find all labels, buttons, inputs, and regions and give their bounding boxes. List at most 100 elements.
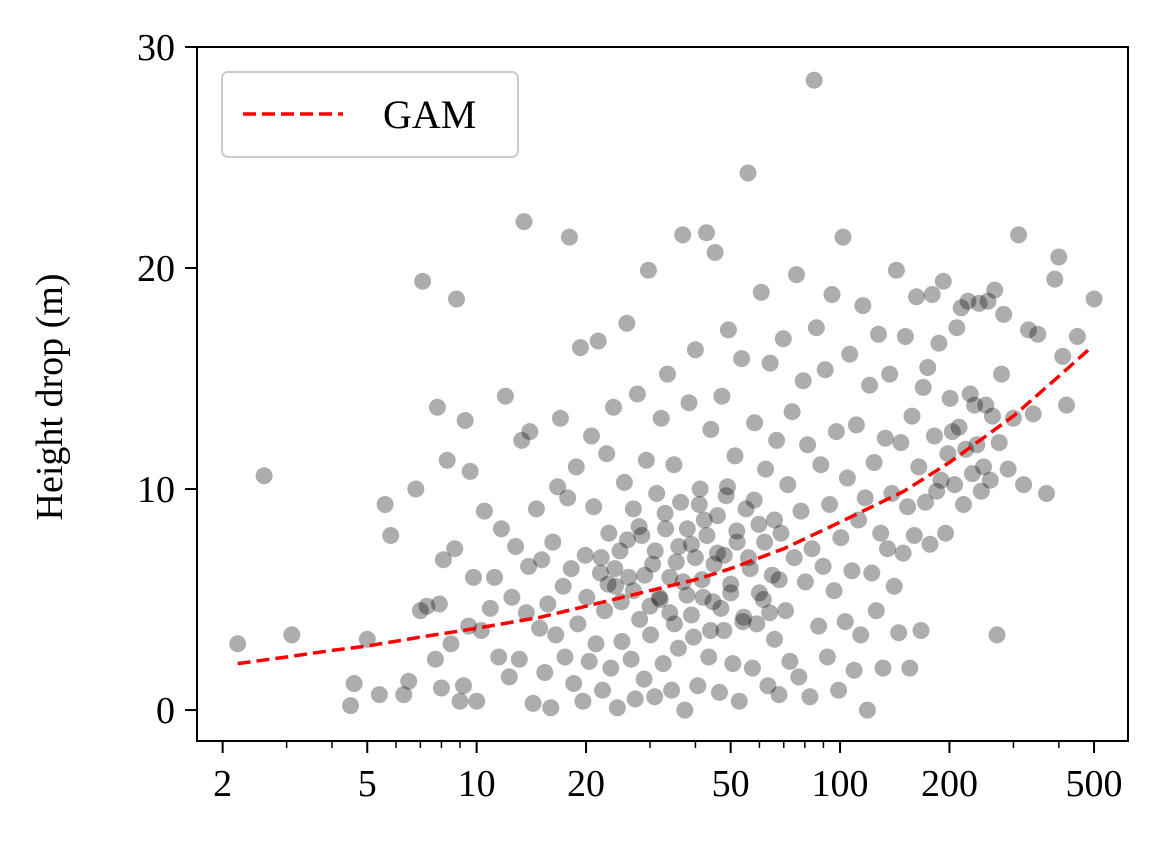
data-point bbox=[970, 294, 988, 312]
data-point bbox=[735, 608, 753, 626]
data-point bbox=[999, 460, 1017, 478]
data-point bbox=[745, 491, 763, 509]
data-point bbox=[554, 577, 572, 595]
x-axis: 2 5 10 20 50 100 200 500 bbox=[213, 741, 1123, 805]
data-point bbox=[571, 339, 589, 357]
data-point bbox=[533, 551, 551, 569]
data-point bbox=[984, 407, 1001, 425]
data-point bbox=[728, 533, 746, 551]
data-point bbox=[770, 686, 788, 704]
data-point bbox=[615, 473, 633, 491]
data-point bbox=[544, 533, 562, 551]
data-point bbox=[481, 599, 499, 617]
gam-curve bbox=[237, 346, 1093, 666]
data-point bbox=[1050, 248, 1068, 266]
data-point bbox=[678, 520, 696, 538]
data-point bbox=[728, 522, 746, 540]
data-point bbox=[943, 423, 961, 441]
data-point bbox=[901, 659, 919, 677]
data-point bbox=[698, 527, 716, 544]
data-point bbox=[631, 610, 649, 628]
data-point bbox=[761, 604, 779, 622]
data-point bbox=[400, 672, 418, 690]
data-point bbox=[376, 496, 394, 513]
data-point bbox=[734, 613, 752, 631]
data-point bbox=[993, 365, 1010, 383]
data-point bbox=[690, 496, 708, 513]
data-point bbox=[779, 476, 797, 494]
data-point bbox=[574, 692, 592, 710]
data-point bbox=[283, 626, 301, 644]
data-point bbox=[661, 604, 679, 622]
data-point bbox=[669, 639, 687, 657]
data-point bbox=[607, 577, 624, 595]
data-point bbox=[670, 538, 688, 555]
data-point bbox=[870, 325, 887, 343]
data-point bbox=[1024, 405, 1042, 423]
data-point bbox=[990, 434, 1008, 452]
data-point bbox=[827, 423, 845, 441]
data-point bbox=[977, 396, 995, 414]
data-point bbox=[620, 568, 638, 586]
data-point bbox=[594, 681, 611, 699]
data-point bbox=[788, 266, 805, 284]
data-point bbox=[879, 540, 896, 558]
data-point bbox=[763, 566, 781, 584]
data-point bbox=[772, 524, 790, 542]
data-point bbox=[805, 71, 823, 89]
data-point bbox=[807, 319, 825, 337]
data-point bbox=[939, 445, 957, 463]
data-point bbox=[686, 549, 704, 567]
y-tick-label: 20 bbox=[137, 248, 175, 290]
data-point bbox=[1020, 321, 1037, 339]
data-point bbox=[972, 482, 990, 500]
data-point bbox=[794, 372, 812, 390]
data-point bbox=[1068, 328, 1086, 345]
data-point bbox=[395, 686, 413, 704]
data-point bbox=[986, 281, 1004, 299]
data-point bbox=[635, 670, 653, 688]
x-tick-label: 500 bbox=[1066, 763, 1123, 805]
data-point bbox=[995, 305, 1013, 323]
data-point bbox=[576, 546, 594, 564]
data-point bbox=[768, 431, 786, 449]
y-axis-label: Height drop (m) bbox=[29, 274, 71, 521]
data-point bbox=[606, 560, 624, 578]
data-point bbox=[418, 597, 436, 615]
data-point bbox=[656, 504, 674, 522]
plot-frame bbox=[196, 46, 1129, 742]
data-point bbox=[928, 482, 946, 500]
data-point bbox=[890, 624, 908, 642]
data-point bbox=[468, 692, 486, 710]
data-point bbox=[626, 690, 644, 708]
data-point bbox=[663, 681, 681, 699]
data-point bbox=[229, 635, 247, 653]
x-tick-label: 10 bbox=[458, 763, 496, 805]
data-point bbox=[825, 582, 843, 600]
data-point bbox=[850, 511, 867, 529]
data-point bbox=[1054, 347, 1072, 365]
data-point bbox=[759, 677, 777, 695]
data-point bbox=[630, 518, 648, 536]
data-point bbox=[465, 568, 482, 586]
data-point bbox=[761, 354, 779, 372]
data-point bbox=[702, 420, 720, 438]
data-point bbox=[790, 668, 808, 686]
data-point bbox=[646, 542, 664, 560]
data-point bbox=[556, 648, 574, 666]
data-point bbox=[585, 498, 603, 516]
data-point bbox=[602, 659, 620, 677]
data-point bbox=[1029, 325, 1047, 343]
data-point bbox=[689, 677, 707, 695]
data-point bbox=[932, 471, 950, 489]
x-tick-label: 2 bbox=[213, 763, 232, 805]
data-point bbox=[733, 350, 751, 368]
data-point bbox=[737, 500, 755, 518]
data-point bbox=[705, 555, 723, 573]
data-point bbox=[910, 458, 928, 476]
data-point bbox=[843, 562, 861, 580]
data-point bbox=[754, 591, 772, 608]
data-point bbox=[562, 560, 580, 578]
data-point bbox=[1010, 226, 1028, 244]
x-tick-label: 200 bbox=[921, 763, 978, 805]
